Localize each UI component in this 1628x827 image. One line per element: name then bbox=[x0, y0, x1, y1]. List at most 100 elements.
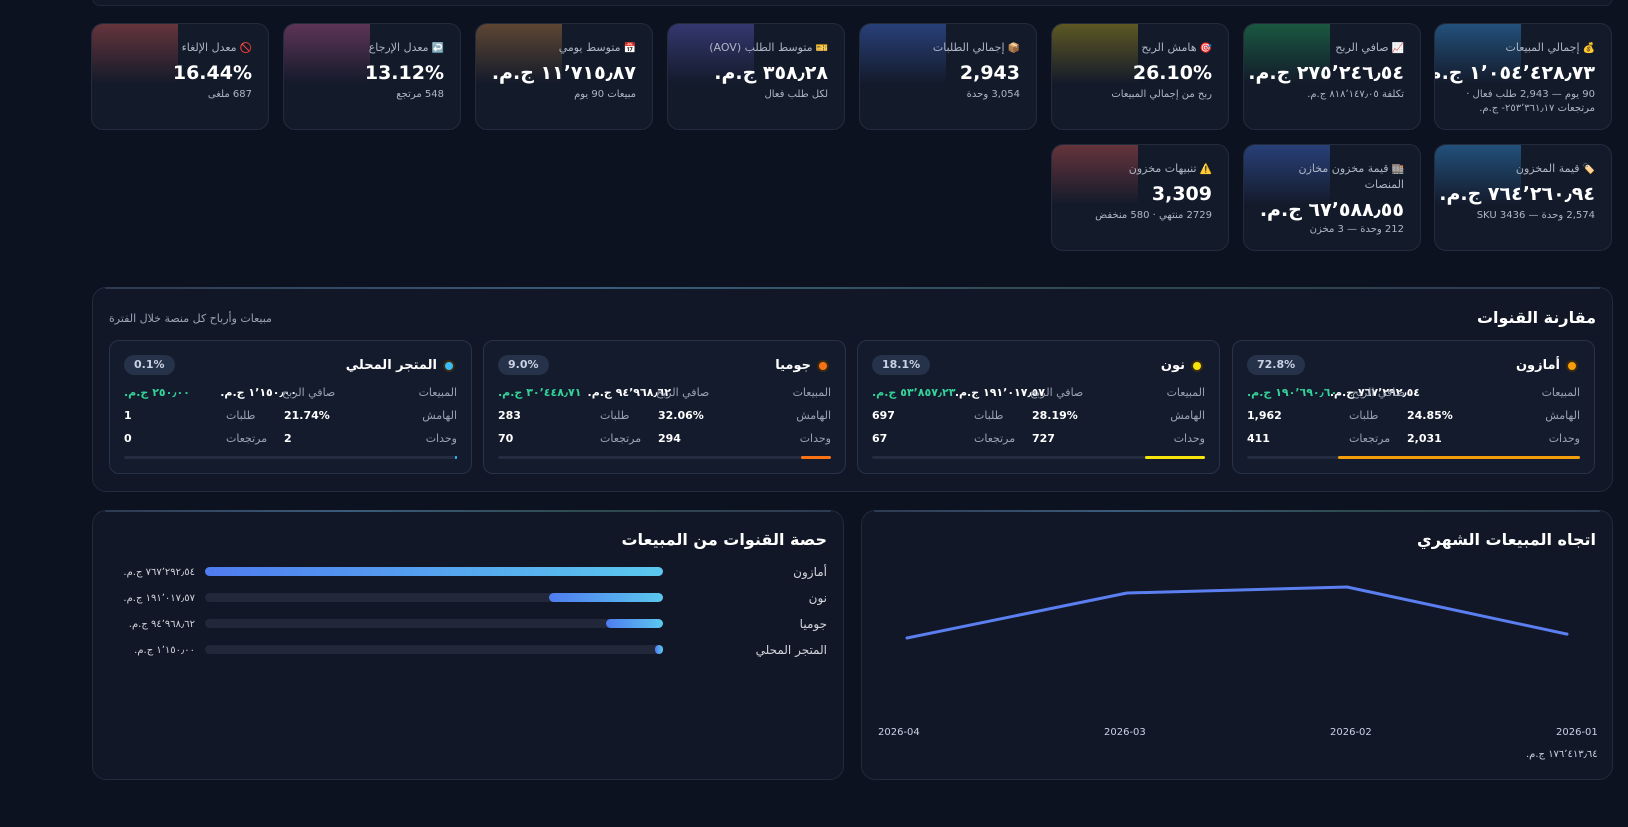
kpi-value: ٧٦٤٬٢٦٠٫٩٤ ج.م. bbox=[1439, 183, 1595, 205]
calendar-icon: 📅 bbox=[623, 43, 636, 54]
kpi-sub: 2729 منتهي · 580 منخفض bbox=[1095, 210, 1212, 221]
label-sales: المبيعات bbox=[418, 386, 457, 399]
share-row-fill bbox=[654, 645, 663, 654]
kpi-glow bbox=[668, 24, 754, 84]
value-units: 2,031 bbox=[1407, 432, 1442, 445]
kpi-sub: مبيعات 90 يوم bbox=[574, 89, 636, 100]
kpi-title: 🏷️قيمة المخزون bbox=[1515, 162, 1595, 175]
kpi-sub: لكل طلب فعال bbox=[764, 89, 828, 100]
kpi-value: 16.44% bbox=[172, 62, 252, 84]
kpi-total-orders: 📦إجمالي الطلبات 2,943 3,054 وحدة bbox=[859, 23, 1037, 130]
x-tick-label: 2026-01 bbox=[1556, 727, 1598, 738]
panel-accent bbox=[105, 287, 1600, 289]
channel-card-noon: نون 18.1% المبيعات ١٩١٬٠١٧٫٥٧ ج.م. صافي … bbox=[857, 340, 1220, 474]
monthly-trend-panel: اتجاه المبيعات الشهري bbox=[861, 510, 1613, 780]
share-row-label: أمازون bbox=[793, 565, 827, 579]
kpi-sub: ربح من إجمالي المبيعات bbox=[1111, 89, 1212, 100]
kpi-glow bbox=[1052, 24, 1138, 84]
value-sales: ١٩١٬٠١٧٫٥٧ ج.م. bbox=[954, 386, 1045, 399]
share-row-value: ٧٦٧٬٢٩٢٫٥٤ ج.م. bbox=[123, 567, 195, 578]
kpi-title: 🏬قيمة مخزون مخازن المنصات bbox=[1298, 162, 1404, 191]
kpi-net-profit: 📈صافي الربح ٢٧٥٬٢٤٦٫٥٤ ج.م. تكلفة ٨١٨٬١٤… bbox=[1243, 23, 1421, 130]
kpi-title: 🎫متوسط الطلب (AOV) bbox=[709, 41, 828, 54]
label-returns: مرتجعات bbox=[600, 432, 642, 445]
ticket-icon: 🎫 bbox=[815, 43, 828, 54]
kpi-glow bbox=[1244, 145, 1330, 205]
value-units: 294 bbox=[658, 432, 681, 445]
value-margin: 24.85% bbox=[1407, 409, 1453, 422]
kpi-glow bbox=[476, 24, 562, 84]
value-margin: 21.74% bbox=[284, 409, 330, 422]
channel-name: نون bbox=[1160, 358, 1185, 373]
kpi-sub: 2,574 وحدة — 3436 SKU bbox=[1476, 210, 1595, 221]
share-row-value: ٩٤٬٩٦٨٫٦٢ ج.م. bbox=[128, 619, 195, 630]
channel-share-badge: 0.1% bbox=[124, 355, 175, 375]
label-returns: مرتجعات bbox=[226, 432, 268, 445]
panel-accent bbox=[105, 510, 831, 512]
kpi-value: 13.12% bbox=[364, 62, 444, 84]
label-margin: الهامش bbox=[1170, 409, 1205, 422]
kpi-title: 🚫معدل الإلغاء bbox=[181, 41, 252, 54]
channel-dot bbox=[817, 360, 829, 372]
warning-icon: ⚠️ bbox=[1199, 164, 1212, 175]
data-point[interactable] bbox=[1125, 591, 1129, 595]
kpi-value: 26.10% bbox=[1132, 62, 1212, 84]
line-chart bbox=[905, 585, 1569, 640]
chart-title: اتجاه المبيعات الشهري bbox=[1417, 530, 1596, 549]
share-track bbox=[1247, 456, 1580, 459]
value-sales: ٧٦٧٬٢٩٢٫٥٤ ج.م. bbox=[1329, 386, 1420, 399]
channel-share-badge: 18.1% bbox=[872, 355, 931, 375]
value-returns: 411 bbox=[1247, 432, 1270, 445]
label-units: وحدات bbox=[1173, 432, 1205, 445]
label-orders: طلبات bbox=[600, 409, 630, 422]
data-point[interactable] bbox=[1345, 585, 1349, 589]
label-margin: الهامش bbox=[422, 409, 457, 422]
chart-up-icon: 📈 bbox=[1391, 43, 1404, 54]
panel-title: مقارنة القنوات bbox=[1476, 308, 1596, 327]
share-row-value: ١٬١٥٠٫٠٠ ج.م. bbox=[134, 645, 195, 656]
kpi-total-sales: 💰إجمالي المبيعات ١٬٠٥٤٬٤٢٨٫٧٣ ج.م. 90 يو… bbox=[1434, 23, 1612, 130]
kpi-value: ٢٧٥٬٢٤٦٫٥٤ ج.م. bbox=[1248, 62, 1404, 84]
kpi-value: ٦٧٬٥٨٨٫٥٥ ج.م. bbox=[1259, 199, 1404, 221]
kpi-sub: 3,054 وحدة bbox=[966, 89, 1020, 100]
label-profit: صافي الربح bbox=[1030, 386, 1084, 399]
channel-share-badge: 72.8% bbox=[1247, 355, 1306, 375]
share-row-fill bbox=[548, 593, 663, 602]
package-icon: 📦 bbox=[1007, 43, 1020, 54]
share-fill bbox=[455, 456, 457, 459]
kpi-glow bbox=[284, 24, 370, 84]
value-units: 727 bbox=[1032, 432, 1055, 445]
share-fill bbox=[801, 456, 831, 459]
label-units: وحدات bbox=[425, 432, 457, 445]
value-returns: 70 bbox=[498, 432, 514, 445]
x-tick-label: 2026-02 bbox=[1330, 727, 1372, 738]
kpi-title: 📦إجمالي الطلبات bbox=[932, 41, 1020, 54]
value-returns: 0 bbox=[124, 432, 132, 445]
kpi-sub: 212 وحدة — 3 مخزن bbox=[1309, 224, 1404, 235]
kpi-value: 3,309 bbox=[1151, 183, 1212, 205]
label-sales: المبيعات bbox=[792, 386, 831, 399]
share-row-fill bbox=[205, 567, 663, 576]
kpi-title: 📅متوسط يومي bbox=[558, 41, 636, 54]
value-orders: 1 bbox=[124, 409, 132, 422]
share-track bbox=[124, 456, 457, 459]
channel-card-amazon: أمازون 72.8% المبيعات ٧٦٧٬٢٩٢٫٥٤ ج.م. صا… bbox=[1232, 340, 1595, 474]
kpi-glow bbox=[1435, 24, 1521, 84]
data-point[interactable] bbox=[1565, 632, 1569, 636]
channel-dot bbox=[443, 360, 455, 372]
value-orders: 697 bbox=[872, 409, 895, 422]
value-profit: ٥٣٬٨٥٧٫٢٣ ج.م. bbox=[872, 386, 956, 399]
label-orders: طلبات bbox=[974, 409, 1004, 422]
label-margin: الهامش bbox=[796, 409, 831, 422]
kpi-glow bbox=[1435, 145, 1521, 205]
kpi-value: ٣٥٨٫٢٨ ج.م. bbox=[714, 62, 828, 84]
kpi-title: 💰إجمالي المبيعات bbox=[1505, 41, 1595, 54]
data-point[interactable] bbox=[905, 636, 909, 640]
target-icon: 🎯 bbox=[1199, 43, 1212, 54]
share-row-label: المتجر المحلي bbox=[755, 643, 827, 657]
share-row-label: نون bbox=[808, 591, 827, 605]
channel-card-local-store: المتجر المحلي 0.1% المبيعات ١٬١٥٠٫٠٠ ج.م… bbox=[109, 340, 472, 474]
top-panel-edge bbox=[92, 0, 1613, 6]
tag-icon: 🏷️ bbox=[1582, 164, 1595, 175]
label-units: وحدات bbox=[1548, 432, 1580, 445]
